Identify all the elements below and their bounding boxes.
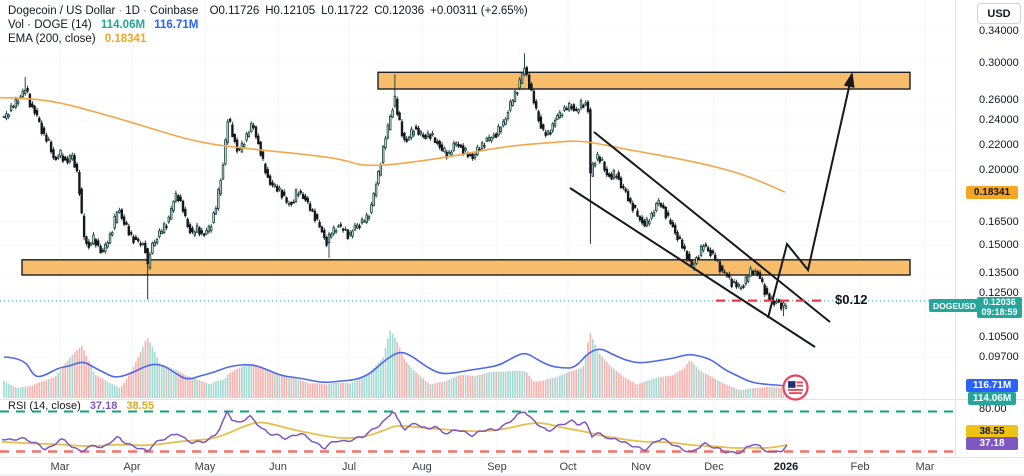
- price-axis-label: 0.13500: [979, 266, 1019, 279]
- symbol-axis-badge: DOGEUSD: [929, 299, 980, 312]
- time-axis-label: Feb: [850, 461, 870, 473]
- open-value: O0.11726: [209, 5, 260, 17]
- ema-indicator-label: EMA (200, close): [8, 33, 96, 45]
- price-axis-label: 0.26000: [979, 93, 1019, 106]
- change-value: +0.00311 (+2.65%): [430, 5, 528, 17]
- volume-indicator-label: Vol · DOGE (14): [8, 19, 92, 31]
- exchange-label: Coinbase: [149, 5, 199, 17]
- time-axis-label: May: [194, 461, 216, 473]
- ema-price-badge: 0.18341: [966, 186, 1018, 199]
- time-axis-label: Mar: [915, 461, 935, 473]
- ema-value: 0.18341: [104, 33, 147, 45]
- time-axis-label: Aug: [412, 461, 432, 473]
- rsi-ma-badge: 38.55: [966, 425, 1018, 438]
- price-axis-label: 0.20000: [979, 163, 1019, 176]
- volume-ma-badge: 116.71M: [966, 379, 1018, 392]
- symbol-legend: Dogecoin / US Dollar · 1D · Coinbase O0.1172…: [8, 4, 534, 46]
- price-axis-label: 0.09700: [979, 350, 1019, 363]
- symbol-title-row[interactable]: Dogecoin / US Dollar · 1D · Coinbase O0.1172…: [8, 4, 534, 18]
- rsi-indicator-label: RSI (14, close): [8, 400, 81, 412]
- close-value: C0.12036: [374, 5, 425, 17]
- time-axis-label: Jun: [269, 461, 287, 473]
- time-axis-label: Mar: [50, 461, 70, 473]
- last-price-badge: 0.12036 09:18:59: [977, 297, 1022, 318]
- interval-label: 1D: [125, 5, 140, 17]
- volume-indicator-row[interactable]: Vol · DOGE (14) 114.06M 116.71M: [8, 18, 534, 32]
- time-axis-label: 2026: [773, 461, 799, 473]
- time-axis-label: Apr: [123, 461, 141, 473]
- price-target-label[interactable]: $0.12: [835, 292, 868, 307]
- high-value: H0.12105: [265, 5, 316, 17]
- price-axis-label: 0.22000: [979, 138, 1019, 151]
- rsi-line-badge: 37.18: [966, 437, 1018, 450]
- price-axis-label: 80.00: [979, 402, 1007, 415]
- volume-current-value: 114.06M: [100, 19, 146, 31]
- rsi-ma-value: 38.55: [126, 400, 154, 412]
- low-value: L0.11722: [321, 5, 369, 17]
- price-axis-label: 0.30000: [979, 56, 1019, 69]
- symbol-name: Dogecoin / US Dollar: [8, 5, 116, 17]
- time-axis-label: Dec: [704, 461, 724, 473]
- volume-current-badge: 114.06M: [968, 392, 1016, 405]
- volume-ma-value: 116.71M: [154, 19, 199, 31]
- flag-emblem-sticker-icon[interactable]: [782, 374, 809, 401]
- ema-indicator-row[interactable]: EMA (200, close) 0.18341: [8, 32, 534, 46]
- price-axis-label: 0.10500: [979, 330, 1019, 343]
- rsi-indicator-row[interactable]: RSI (14, close) 37.18 38.55: [8, 400, 154, 412]
- countdown-timer: 09:18:59: [981, 306, 1018, 317]
- price-axis-label: 0.16500: [979, 215, 1019, 228]
- last-price-value: 0.12036: [983, 297, 1016, 307]
- time-axis-label: Jul: [341, 461, 357, 473]
- time-axis-label: Sep: [487, 461, 507, 473]
- rsi-line-value: 37.18: [89, 400, 118, 412]
- price-axis-label: 0.15000: [979, 238, 1019, 251]
- price-axis-label: 0.24000: [979, 113, 1019, 126]
- price-axis-label: 0.12500: [979, 286, 1019, 299]
- ohlc-values: O0.11726 H0.12105 L0.11722 C0.12036 +0.00311…: [210, 5, 534, 17]
- time-axis-label: Oct: [559, 461, 577, 473]
- price-axis-label: 0.34000: [979, 24, 1019, 37]
- time-axis-label: Nov: [631, 461, 651, 473]
- currency-toggle-button[interactable]: USD: [977, 3, 1021, 24]
